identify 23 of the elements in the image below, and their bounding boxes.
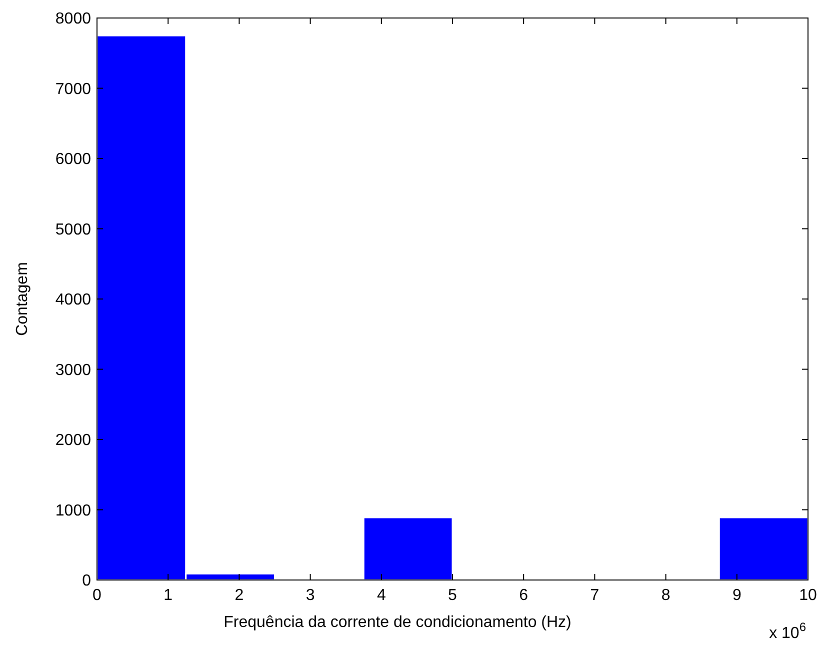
y-tick-label: 6000: [55, 151, 92, 168]
x-tick-label: 0: [92, 587, 102, 604]
text: x 10$^{6}$: [769, 620, 806, 642]
y-tick-label: 0: [82, 572, 92, 590]
y-tick-label: 4000: [55, 292, 92, 309]
y-tick-label: 3000: [55, 362, 92, 379]
x-tick-label: 1: [164, 587, 173, 604]
y-tick-label: 8000: [55, 10, 92, 28]
y-tick-label: 7000: [55, 80, 92, 98]
x-tick-label: 7: [590, 587, 600, 604]
x-tick-label: 9: [732, 587, 742, 604]
x-tick-label: 6: [519, 587, 528, 604]
y-tick-label: 2000: [55, 432, 92, 450]
y-axis-title: Contagem: [14, 262, 31, 336]
x-tick-label: 2: [234, 587, 244, 604]
x-tick-label: 8: [661, 587, 670, 604]
x-tick-label: 4: [376, 587, 386, 604]
x-axis-title: Frequência da corrente de condicionamento (Hz): [224, 614, 572, 631]
y-tick-label: 1000: [55, 502, 92, 520]
x-tick-label: 10: [799, 587, 817, 604]
x-tick-label: 3: [306, 587, 315, 604]
x-tick-label: 5: [448, 587, 458, 604]
y-tick-label: 5000: [55, 221, 92, 238]
